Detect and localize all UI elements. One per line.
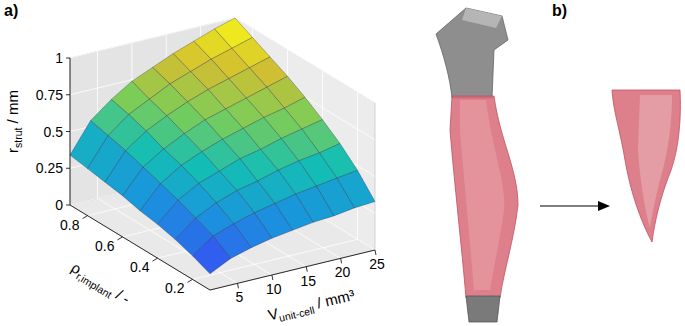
svg-text:0.25: 0.25 [36, 160, 63, 176]
svg-text:0.4: 0.4 [130, 259, 150, 275]
svg-text:b): b) [552, 2, 567, 19]
svg-text:5: 5 [236, 289, 244, 305]
svg-text:0.6: 0.6 [95, 238, 115, 254]
svg-text:0.8: 0.8 [60, 217, 80, 233]
svg-text:20: 20 [335, 264, 351, 280]
svg-text:0.5: 0.5 [44, 124, 64, 140]
svg-text:0: 0 [55, 197, 63, 213]
svg-text:1: 1 [55, 50, 63, 66]
svg-text:25: 25 [369, 256, 385, 272]
svg-text:Vunit-cell / mm³: Vunit-cell / mm³ [266, 286, 357, 326]
svg-text:10: 10 [266, 281, 282, 297]
svg-text:a): a) [4, 2, 18, 19]
svg-text:0.75: 0.75 [36, 87, 63, 103]
svg-text:0.2: 0.2 [165, 280, 185, 296]
svg-text:15: 15 [300, 273, 316, 289]
svg-text:rstrut / mm: rstrut / mm [4, 90, 24, 153]
svg-text:ρr,implant / -: ρr,implant / - [67, 258, 134, 309]
